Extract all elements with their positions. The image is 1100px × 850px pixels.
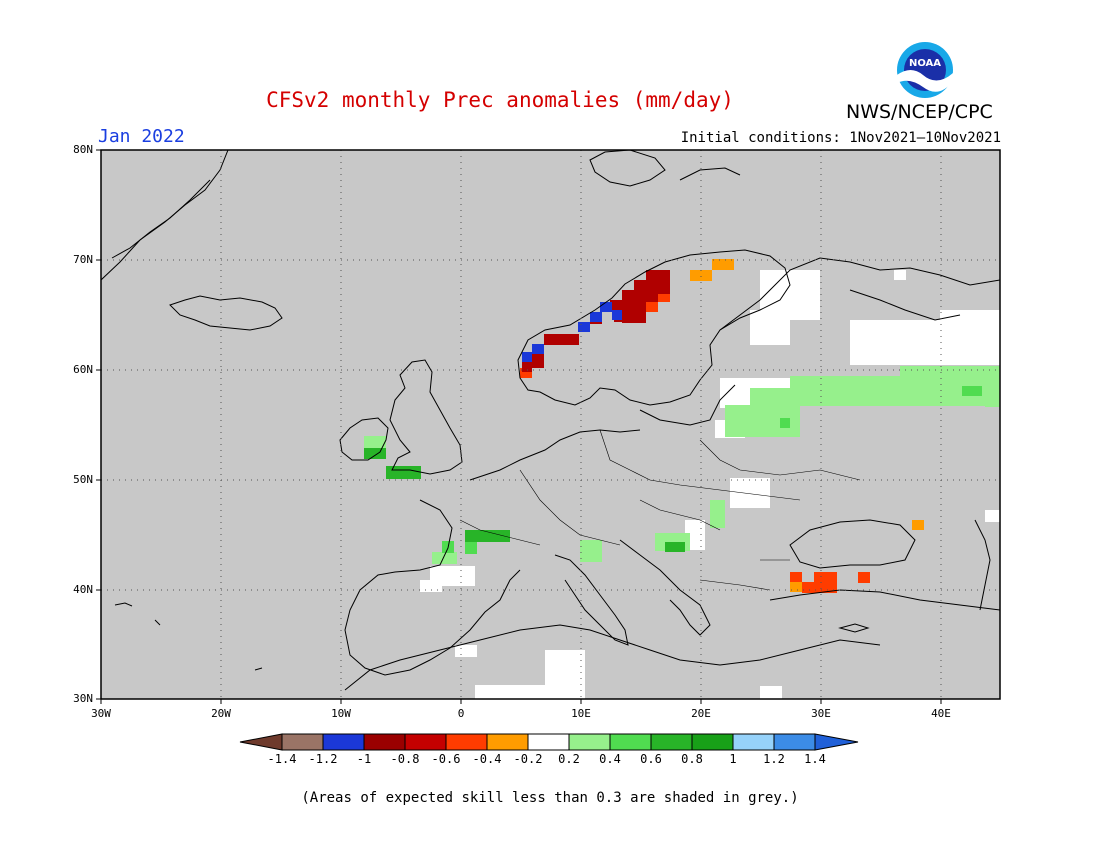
agency-label: NWS/NCEP/CPC bbox=[846, 101, 993, 123]
lon-label: 0 bbox=[457, 707, 465, 720]
blue-anomaly-regions bbox=[522, 302, 622, 362]
map-background bbox=[101, 150, 1000, 699]
initial-conditions: Initial conditions: 1Nov2021—10Nov2021 bbox=[680, 130, 1001, 146]
colorbar-label: -0.4 bbox=[472, 752, 502, 766]
colorbar-bin bbox=[609, 733, 652, 751]
lat-label: 60N bbox=[73, 363, 93, 376]
colorbar-label: -0.8 bbox=[390, 752, 420, 766]
colorbar-bin bbox=[527, 733, 570, 751]
noaa-logo-text: NOAA bbox=[909, 58, 941, 69]
lon-label: 20W bbox=[211, 707, 231, 720]
lat-label: 40N bbox=[73, 583, 93, 596]
colorbar-high-arrow bbox=[814, 733, 859, 751]
white-anomaly-regions bbox=[420, 270, 1000, 699]
colorbar-bin bbox=[650, 733, 693, 751]
lon-label: 10E bbox=[571, 707, 591, 720]
colorbar-bin bbox=[363, 733, 406, 751]
colorbar-label: -0.2 bbox=[513, 752, 543, 766]
green-anomaly-regions bbox=[442, 386, 982, 554]
colorbar-label: -1.2 bbox=[308, 752, 338, 766]
colorbar-bin bbox=[404, 733, 447, 751]
country-borders bbox=[459, 429, 861, 591]
colorbar-low-arrow bbox=[239, 733, 283, 751]
colorbar-bin bbox=[691, 733, 734, 751]
forecast-period: Jan 2022 bbox=[98, 126, 185, 147]
colorbar bbox=[239, 733, 859, 751]
lon-label: 40E bbox=[931, 707, 951, 720]
colorbar-bin bbox=[322, 733, 365, 751]
colorbar-label: 1 bbox=[729, 752, 737, 766]
map-title: CFSv2 monthly Prec anomalies (mm/day) bbox=[266, 88, 734, 112]
skill-footnote: (Areas of expected skill less than 0.3 a… bbox=[301, 790, 799, 806]
colorbar-label: 1.2 bbox=[763, 752, 785, 766]
colorbar-bin bbox=[281, 733, 324, 751]
colorbar-label: 0.2 bbox=[558, 752, 580, 766]
lat-label: 30N bbox=[73, 692, 93, 705]
lon-label: 30W bbox=[91, 707, 111, 720]
map-frame bbox=[100, 149, 1001, 700]
lon-label: 20E bbox=[691, 707, 711, 720]
colorbar-label: 0.8 bbox=[681, 752, 703, 766]
axis-ticks bbox=[96, 149, 942, 704]
colorbar-bin bbox=[568, 733, 611, 751]
lat-label: 80N bbox=[73, 143, 93, 156]
red-orange-anomaly-regions bbox=[520, 292, 870, 593]
colorbar-label: 0.6 bbox=[640, 752, 662, 766]
lat-label: 70N bbox=[73, 253, 93, 266]
lon-label: 30E bbox=[811, 707, 831, 720]
dark-green-anomaly-regions bbox=[364, 448, 685, 552]
colorbar-label: -0.6 bbox=[431, 752, 461, 766]
colorbar-bin bbox=[486, 733, 529, 751]
colorbar-label: -1 bbox=[356, 752, 372, 766]
colorbar-label: 1.4 bbox=[804, 752, 826, 766]
coastlines bbox=[101, 150, 1000, 691]
colorbar-bin bbox=[732, 733, 775, 751]
colorbar-bin bbox=[445, 733, 488, 751]
noaa-logo-icon: NOAA bbox=[897, 42, 953, 98]
lat-label: 50N bbox=[73, 473, 93, 486]
colorbar-bin bbox=[773, 733, 816, 751]
colorbar-label: 0.4 bbox=[599, 752, 621, 766]
colorbar-label: -1.4 bbox=[267, 752, 297, 766]
lon-label: 10W bbox=[331, 707, 351, 720]
